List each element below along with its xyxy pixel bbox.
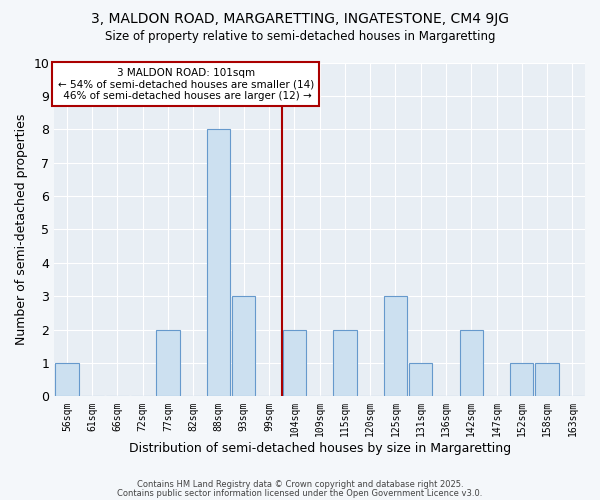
Bar	[510, 363, 533, 396]
Text: Size of property relative to semi-detached houses in Margaretting: Size of property relative to semi-detach…	[105, 30, 495, 43]
Bar	[55, 363, 79, 396]
Bar	[283, 330, 306, 396]
Y-axis label: Number of semi-detached properties: Number of semi-detached properties	[15, 114, 28, 345]
Bar	[157, 330, 179, 396]
Text: Contains public sector information licensed under the Open Government Licence v3: Contains public sector information licen…	[118, 488, 482, 498]
Text: Contains HM Land Registry data © Crown copyright and database right 2025.: Contains HM Land Registry data © Crown c…	[137, 480, 463, 489]
Bar	[535, 363, 559, 396]
Bar	[232, 296, 256, 396]
Bar	[207, 130, 230, 396]
X-axis label: Distribution of semi-detached houses by size in Margaretting: Distribution of semi-detached houses by …	[128, 442, 511, 455]
Bar	[333, 330, 356, 396]
Text: 3 MALDON ROAD: 101sqm
← 54% of semi-detached houses are smaller (14)
 46% of sem: 3 MALDON ROAD: 101sqm ← 54% of semi-deta…	[58, 68, 314, 100]
Bar	[384, 296, 407, 396]
Text: 3, MALDON ROAD, MARGARETTING, INGATESTONE, CM4 9JG: 3, MALDON ROAD, MARGARETTING, INGATESTON…	[91, 12, 509, 26]
Bar	[409, 363, 433, 396]
Bar	[460, 330, 483, 396]
